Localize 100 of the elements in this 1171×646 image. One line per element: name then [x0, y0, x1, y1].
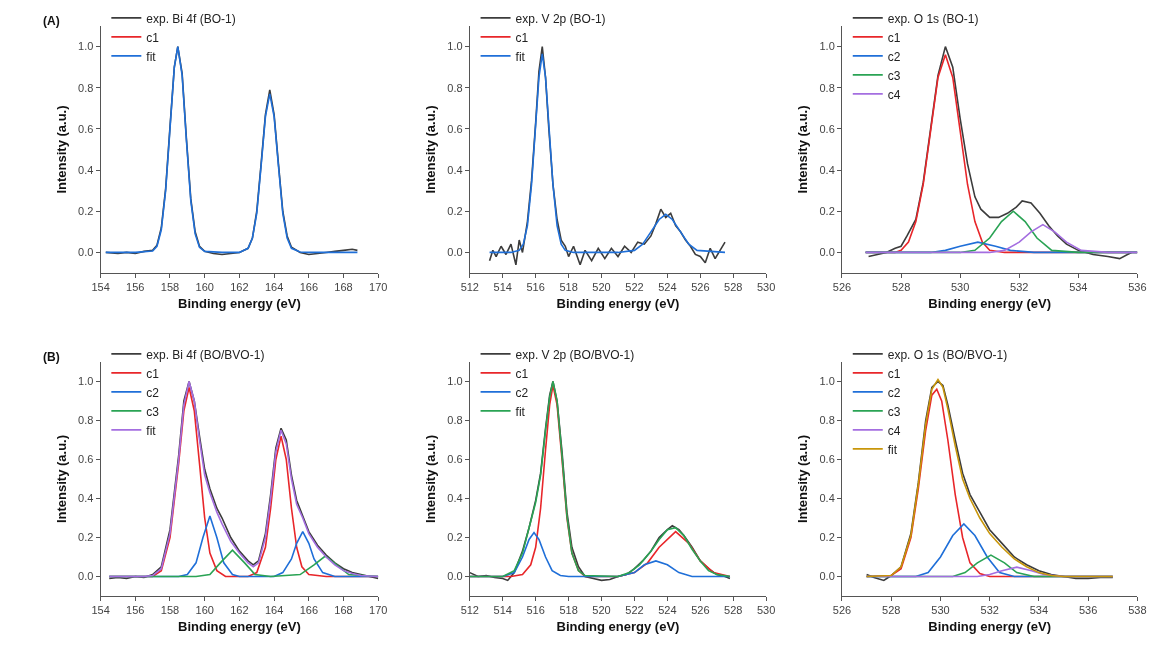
x-tick-label: 524 [658, 281, 677, 294]
y-axis-title: Intensity (a.u.) [54, 105, 70, 194]
x-tick-label: 538 [1128, 604, 1147, 617]
legend-label: fit [515, 49, 526, 64]
x-tick-label: 516 [526, 604, 545, 617]
x-tick-label: 526 [691, 281, 710, 294]
y-tick-label: 0.2 [819, 205, 835, 218]
legend-label: c4 [887, 423, 901, 438]
text: (B) [43, 350, 60, 364]
legend-label: exp. Bi 4f (BO-1) [146, 11, 236, 26]
x-tick-label: 166 [299, 281, 318, 294]
y-tick-label: 0.6 [819, 453, 835, 466]
x-tick-label: 154 [91, 281, 110, 294]
y-tick-label: 0.4 [447, 163, 463, 176]
x-tick-label: 518 [559, 604, 578, 617]
legend-label: exp. V 2p (BO-1) [515, 11, 606, 26]
x-tick-label: 158 [160, 281, 180, 294]
x-tick-label: 164 [264, 604, 284, 617]
y-tick-label: 0.0 [447, 246, 463, 259]
x-tick-label: 170 [369, 281, 388, 294]
legend-label: fit [887, 442, 898, 457]
x-axis-title: Binding energy (eV) [556, 295, 680, 311]
legend-label: c3 [887, 68, 901, 83]
y-axis-title: Intensity (a.u.) [423, 105, 439, 194]
y-tick-label: 0.8 [78, 81, 94, 94]
x-tick-label: 514 [493, 604, 512, 617]
x-tick-label: 530 [931, 604, 950, 617]
y-axis-title: Intensity (a.u.) [795, 105, 811, 194]
x-tick-label: 160 [195, 604, 214, 617]
y-tick-label: 0.8 [78, 414, 94, 427]
y-tick-label: 0.8 [819, 414, 835, 427]
x-tick-label: 526 [691, 604, 710, 617]
y-axis-title: Intensity (a.u.) [423, 434, 439, 524]
y-tick-label: 0.8 [447, 414, 463, 427]
x-tick-label: 168 [334, 604, 353, 617]
x-tick-label: 528 [724, 281, 743, 294]
legend-label: fit [146, 423, 157, 438]
x-tick-label: 530 [950, 281, 970, 294]
y-tick-label: 0.2 [78, 205, 94, 218]
x-axis-title: Binding energy (eV) [178, 618, 301, 634]
y-tick-label: 0.2 [819, 531, 835, 544]
x-tick-label: 156 [126, 281, 145, 294]
x-tick-label: 526 [832, 281, 852, 294]
y-tick-label: 0.6 [819, 122, 835, 135]
legend-label: c1 [146, 30, 160, 45]
y-tick-label: 0.8 [819, 81, 835, 94]
x-tick-label: 520 [592, 281, 611, 294]
x-tick-label: 526 [832, 604, 852, 617]
x-tick-label: 170 [369, 604, 388, 617]
y-tick-label: 0.6 [78, 453, 94, 466]
y-tick-label: 0.2 [78, 531, 94, 544]
x-tick-label: 164 [264, 281, 284, 294]
y-tick-label: 0.2 [447, 205, 463, 218]
legend-label: exp. V 2p (BO/BVO-1) [515, 347, 635, 362]
x-tick-label: 528 [891, 281, 911, 294]
y-tick-label: 1.0 [819, 375, 835, 388]
legend-label: c3 [146, 404, 160, 419]
legend-label: c2 [515, 385, 529, 400]
y-tick-label: 0.0 [447, 570, 463, 583]
legend-label: fit [146, 49, 157, 64]
x-axis-title: Binding energy (eV) [928, 618, 1052, 634]
legend-label: c3 [887, 404, 901, 419]
x-tick-label: 520 [592, 604, 611, 617]
x-tick-label: 512 [460, 604, 479, 617]
y-tick-label: 1.0 [447, 40, 463, 53]
y-tick-label: 1.0 [78, 375, 94, 388]
y-tick-label: 0.4 [78, 163, 94, 176]
x-tick-label: 522 [625, 604, 644, 617]
legend-label: exp. Bi 4f (BO/BVO-1) [146, 347, 265, 362]
y-tick-label: 0.6 [78, 122, 94, 135]
x-axis-title: Binding energy (eV) [556, 618, 680, 634]
x-tick-label: 156 [126, 604, 145, 617]
y-tick-label: 0.4 [78, 492, 94, 505]
y-tick-label: 1.0 [819, 40, 835, 53]
x-tick-label: 158 [160, 604, 180, 617]
y-tick-label: 0.6 [447, 453, 463, 466]
y-tick-label: 0.4 [447, 492, 463, 505]
x-axis-title: Binding energy (eV) [178, 295, 301, 311]
x-tick-label: 516 [526, 281, 545, 294]
y-tick-label: 0.0 [78, 570, 94, 583]
legend-label: c4 [887, 87, 901, 102]
x-tick-label: 524 [658, 604, 677, 617]
x-tick-label: 528 [724, 604, 743, 617]
legend-label: exp. O 1s (BO/BVO-1) [887, 347, 1008, 362]
legend-label: fit [515, 404, 526, 419]
legend-label: c1 [146, 366, 160, 381]
x-tick-label: 522 [625, 281, 644, 294]
text: (A) [43, 14, 60, 28]
y-tick-label: 0.6 [447, 122, 463, 135]
legend-label: c2 [146, 385, 160, 400]
legend-label: c2 [887, 385, 901, 400]
y-tick-label: 1.0 [78, 40, 94, 53]
y-tick-label: 0.8 [447, 81, 463, 94]
x-tick-label: 532 [1010, 281, 1029, 294]
x-tick-label: 532 [980, 604, 999, 617]
x-tick-label: 162 [230, 281, 249, 294]
x-tick-label: 534 [1029, 604, 1049, 617]
y-axis-title: Intensity (a.u.) [54, 434, 70, 524]
y-tick-label: 0.4 [819, 492, 835, 505]
x-axis-title: Binding energy (eV) [928, 295, 1052, 311]
